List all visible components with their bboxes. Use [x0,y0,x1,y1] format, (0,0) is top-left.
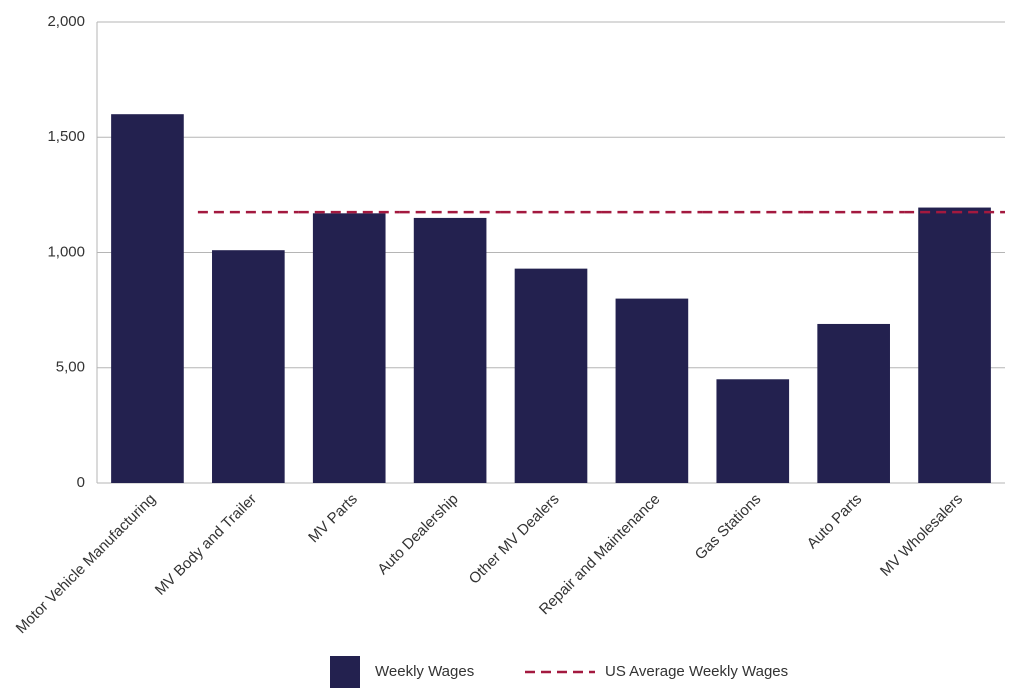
x-tick-label: MV Body and Trailer [152,491,260,599]
x-tick-label: Auto Parts [804,491,866,553]
bar [312,213,386,483]
bar [918,207,991,484]
bar [817,323,890,483]
bar [413,217,487,484]
y-tick-label: 2,000 [47,13,85,30]
x-tick-label: MV Wholesalers [877,491,966,580]
bar [212,250,285,483]
bar [111,114,184,483]
y-tick-label: 5,00 [56,359,85,376]
x-tick-label: Auto Dealership [374,491,461,578]
legend-label: Weekly Wages [375,663,474,680]
x-tick-label: Motor Vehicle Manufacturing [13,491,159,637]
x-tick-label: Gas Stations [692,491,765,564]
y-tick-label: 1,500 [47,128,85,145]
y-tick-label: 1,000 [47,243,85,260]
bar [716,379,790,483]
x-tick-label: MV Parts [305,491,361,547]
x-tick-label: Other MV Dealers [466,491,563,588]
bar [514,268,588,483]
legend-label: US Average Weekly Wages [605,663,788,680]
legend-swatch [330,656,360,688]
y-tick-label: 0 [77,474,85,491]
bar [615,298,689,483]
